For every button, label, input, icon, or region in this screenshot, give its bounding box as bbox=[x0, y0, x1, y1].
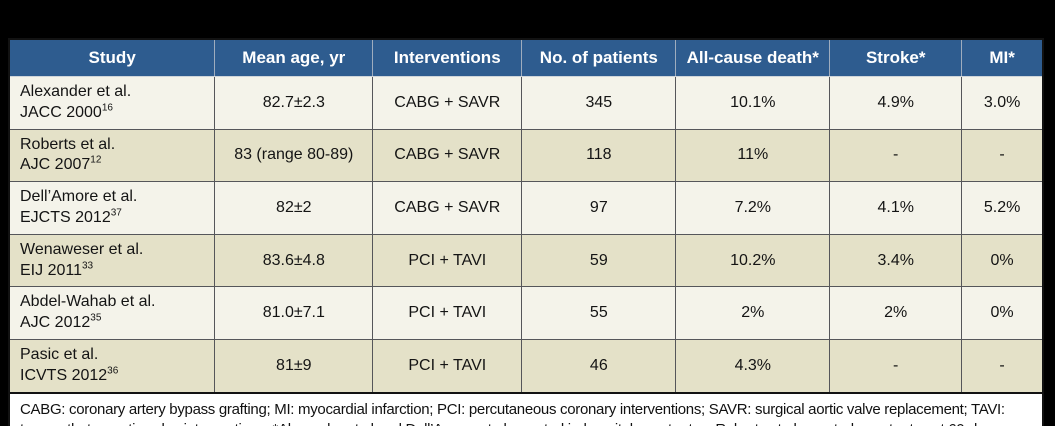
interventions-cell: CABG + SAVR bbox=[372, 128, 523, 183]
header-patients: No. of patients bbox=[521, 40, 677, 77]
mi-cell: 0% bbox=[961, 286, 1042, 340]
header-study: Study bbox=[10, 40, 216, 77]
citation-ref: 16 bbox=[101, 102, 113, 114]
mean-age-cell: 82.7±2.3 bbox=[214, 76, 374, 130]
study-cell: Pasic et al. ICVTS 201236 bbox=[10, 338, 216, 392]
interventions-cell: PCI + TAVI bbox=[372, 338, 523, 392]
mean-age-cell: 81±9 bbox=[214, 338, 374, 392]
header-stroke: Stroke* bbox=[829, 40, 963, 77]
study-comparison-table: Study Mean age, yr Interventions No. of … bbox=[10, 40, 1042, 392]
mi-cell: 5.2% bbox=[961, 181, 1042, 235]
study-name: Abdel-Wahab et al. bbox=[20, 293, 156, 311]
table-row: Abdel-Wahab et al. AJC 201235 81.0±7.1 PC… bbox=[10, 286, 1042, 340]
study-journal: JACC 2000 bbox=[20, 103, 102, 121]
citation-ref: 33 bbox=[81, 260, 94, 272]
study-cell: Wenaweser et al. EIJ 201133 bbox=[10, 233, 216, 288]
mean-age-cell: 82±2 bbox=[214, 181, 374, 235]
study-cell: Abdel-Wahab et al. AJC 201235 bbox=[10, 286, 216, 340]
stroke-cell: 3.4% bbox=[829, 233, 963, 288]
table-row: Dell’Amore et al. EJCTS 201237 82±2 CABG … bbox=[10, 181, 1042, 235]
table-row: Wenaweser et al. EIJ 201133 83.6±4.8 PCI … bbox=[10, 233, 1042, 288]
study-cell: Roberts et al. AJC 200712 bbox=[10, 128, 216, 183]
patients-cell: 97 bbox=[521, 181, 677, 235]
table-footnote: CABG: coronary artery bypass grafting; M… bbox=[10, 391, 1042, 426]
interventions-cell: PCI + TAVI bbox=[372, 286, 523, 340]
stroke-cell: - bbox=[829, 128, 963, 183]
interventions-cell: CABG + SAVR bbox=[372, 76, 523, 130]
study-name: Roberts et al. bbox=[20, 135, 116, 153]
study-name: Pasic et al. bbox=[20, 345, 99, 363]
header-mean-age: Mean age, yr bbox=[214, 40, 374, 77]
stroke-cell: 4.1% bbox=[829, 181, 963, 235]
death-cell: 10.1% bbox=[675, 76, 831, 130]
mean-age-cell: 81.0±7.1 bbox=[214, 286, 374, 340]
patients-cell: 118 bbox=[521, 128, 677, 183]
header-all-cause-death: All-cause death* bbox=[675, 40, 831, 77]
death-cell: 11% bbox=[675, 128, 831, 183]
study-journal: ICVTS 2012 bbox=[20, 366, 108, 384]
study-table-frame: Study Mean age, yr Interventions No. of … bbox=[8, 38, 1044, 426]
interventions-cell: CABG + SAVR bbox=[372, 181, 523, 235]
mi-cell: 0% bbox=[961, 233, 1042, 288]
table-row: Roberts et al. AJC 200712 83 (range 80-89… bbox=[10, 128, 1042, 183]
citation-ref: 37 bbox=[110, 207, 122, 219]
study-journal: AJC 2007 bbox=[20, 156, 91, 174]
citation-ref: 12 bbox=[90, 155, 102, 167]
study-journal: EIJ 2011 bbox=[20, 261, 82, 279]
citation-ref: 36 bbox=[107, 365, 119, 377]
table-header-row: Study Mean age, yr Interventions No. of … bbox=[10, 40, 1042, 77]
mean-age-cell: 83.6±4.8 bbox=[214, 233, 374, 288]
study-journal: AJC 2012 bbox=[20, 314, 91, 332]
header-interventions: Interventions bbox=[372, 40, 523, 77]
study-name: Dell’Amore et al. bbox=[20, 188, 138, 206]
citation-ref: 35 bbox=[90, 312, 102, 324]
study-journal: EJCTS 2012 bbox=[20, 208, 111, 226]
table-row: Alexander et al. JACC 200016 82.7±2.3 CAB… bbox=[10, 76, 1042, 130]
patients-cell: 46 bbox=[521, 338, 677, 392]
stroke-cell: 2% bbox=[829, 286, 963, 340]
death-cell: 7.2% bbox=[675, 181, 831, 235]
study-name: Wenaweser et al. bbox=[20, 240, 144, 258]
death-cell: 10.2% bbox=[675, 233, 831, 288]
study-cell: Alexander et al. JACC 200016 bbox=[10, 76, 216, 130]
patients-cell: 59 bbox=[521, 233, 677, 288]
mi-cell: - bbox=[961, 128, 1042, 183]
study-name: Alexander et al. bbox=[20, 83, 132, 100]
patients-cell: 55 bbox=[521, 286, 677, 340]
mean-age-cell: 83 (range 80-89) bbox=[214, 128, 374, 183]
mi-cell: - bbox=[961, 338, 1042, 392]
stroke-cell: - bbox=[829, 338, 963, 392]
mi-cell: 3.0% bbox=[961, 76, 1042, 130]
interventions-cell: PCI + TAVI bbox=[372, 233, 523, 288]
patients-cell: 345 bbox=[521, 76, 677, 130]
table-row: Pasic et al. ICVTS 201236 81±9 PCI + TAVI… bbox=[10, 338, 1042, 392]
study-cell: Dell’Amore et al. EJCTS 201237 bbox=[10, 181, 216, 235]
header-mi: MI* bbox=[961, 40, 1042, 77]
death-cell: 2% bbox=[675, 286, 831, 340]
stroke-cell: 4.9% bbox=[829, 76, 963, 130]
death-cell: 4.3% bbox=[675, 338, 831, 392]
